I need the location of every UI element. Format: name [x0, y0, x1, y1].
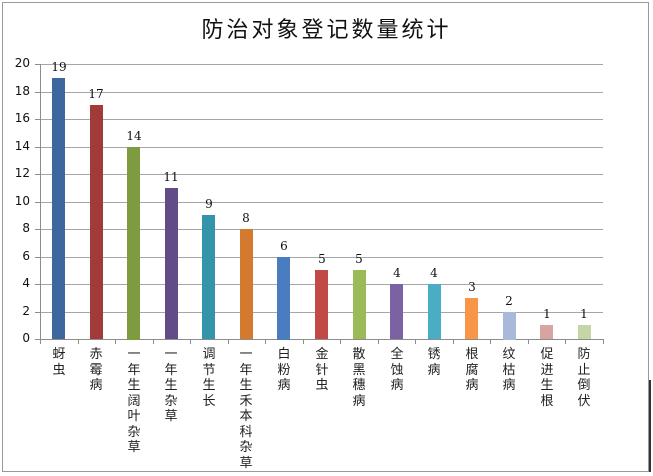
category-label: 促进生根 [540, 347, 554, 409]
bar [52, 78, 65, 339]
category-label: 一年生阔叶杂草 [127, 347, 141, 455]
bar [165, 188, 178, 339]
x-tick [78, 339, 79, 344]
y-tick [35, 312, 40, 313]
category-label: 防止倒伏 [577, 347, 591, 409]
y-tick-label: 20 [14, 56, 30, 70]
category-label: 全蚀病 [390, 347, 404, 393]
category-label: 白粉病 [277, 347, 291, 393]
bar [127, 147, 140, 340]
y-tick [35, 257, 40, 258]
y-tick [35, 64, 40, 65]
gridline [40, 202, 603, 203]
y-tick-label: 14 [14, 139, 30, 153]
gridline [40, 174, 603, 175]
bar [240, 229, 253, 339]
data-label: 5 [318, 252, 326, 266]
gridline [40, 257, 603, 258]
bar [390, 284, 403, 339]
gridline [40, 64, 603, 65]
chart-frame [2, 2, 649, 472]
data-label: 3 [468, 280, 476, 294]
x-tick [378, 339, 379, 344]
y-tick-label: 0 [22, 331, 30, 345]
data-label: 14 [126, 129, 142, 143]
frame-edge [649, 380, 651, 472]
category-label: 蚜虫 [52, 347, 66, 378]
y-tick-label: 18 [14, 84, 30, 98]
category-label: 一年生杂草 [164, 347, 178, 424]
gridline [40, 147, 603, 148]
category-label: 赤霉病 [89, 347, 103, 393]
y-tick [35, 92, 40, 93]
y-tick [35, 119, 40, 120]
category-label: 根腐病 [465, 347, 479, 393]
data-label: 1 [580, 307, 588, 321]
y-tick-label: 2 [22, 304, 30, 318]
x-tick [190, 339, 191, 344]
data-label: 19 [51, 60, 67, 74]
data-label: 4 [430, 266, 438, 280]
data-label: 1 [543, 307, 551, 321]
bar [90, 105, 103, 339]
category-label: 金针虫 [315, 347, 329, 393]
data-label: 8 [242, 211, 250, 225]
category-label: 散黑穗病 [352, 347, 366, 409]
data-label: 6 [280, 239, 288, 253]
category-label: 调节生长 [202, 347, 216, 409]
x-tick [528, 339, 529, 344]
category-label: 锈病 [427, 347, 441, 378]
x-tick [453, 339, 454, 344]
y-tick [35, 147, 40, 148]
y-tick [35, 229, 40, 230]
data-label: 9 [205, 197, 213, 211]
y-tick-label: 12 [14, 166, 30, 180]
y-tick-label: 8 [22, 221, 30, 235]
x-tick [340, 339, 341, 344]
category-label: 一年生禾本科杂草 [239, 347, 253, 471]
y-tick-label: 10 [14, 194, 30, 208]
y-tick [35, 174, 40, 175]
x-axis [40, 339, 603, 340]
bar [315, 270, 328, 339]
chart-title: 防治对象登记数量统计 [201, 18, 452, 43]
bar [465, 298, 478, 339]
x-tick [303, 339, 304, 344]
x-tick [490, 339, 491, 344]
x-tick [265, 339, 266, 344]
y-tick [35, 284, 40, 285]
x-tick [153, 339, 154, 344]
bar [202, 215, 215, 339]
x-tick [228, 339, 229, 344]
gridline [40, 92, 603, 93]
bar [578, 325, 591, 339]
gridline [40, 229, 603, 230]
bar [503, 312, 516, 340]
y-tick [35, 202, 40, 203]
data-label: 5 [355, 252, 363, 266]
y-tick [35, 339, 40, 340]
x-tick [415, 339, 416, 344]
y-tick-label: 6 [22, 249, 30, 263]
data-label: 17 [88, 87, 104, 101]
category-label: 纹枯病 [502, 347, 516, 393]
x-tick [115, 339, 116, 344]
bar [277, 257, 290, 340]
x-tick [603, 339, 604, 344]
y-tick-label: 16 [14, 111, 30, 125]
x-tick [565, 339, 566, 344]
data-label: 2 [505, 294, 513, 308]
bar [353, 270, 366, 339]
y-axis [40, 64, 41, 340]
gridline [40, 119, 603, 120]
x-tick [40, 339, 41, 344]
bar [540, 325, 553, 339]
y-tick-label: 4 [22, 276, 30, 290]
data-label: 11 [163, 170, 179, 184]
data-label: 4 [393, 266, 401, 280]
bar [428, 284, 441, 339]
